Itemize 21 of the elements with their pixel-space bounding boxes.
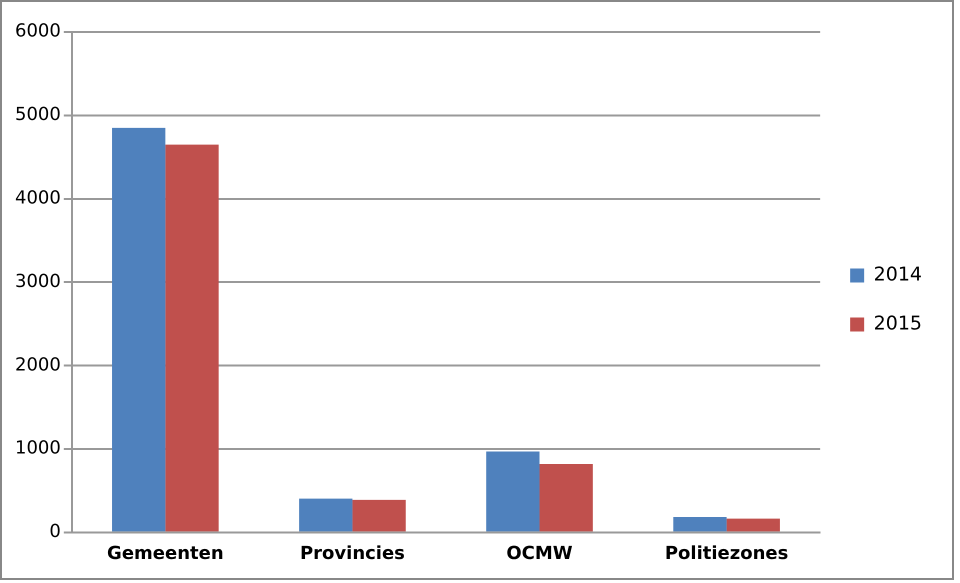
bar <box>352 500 406 532</box>
y-tick-label: 1000 <box>14 438 61 459</box>
bar <box>299 498 352 532</box>
bar <box>486 452 540 532</box>
x-tick-label: Gemeenten <box>107 542 224 564</box>
y-tick-label: 0 <box>49 521 61 542</box>
y-tick-label: 4000 <box>14 187 61 208</box>
x-tick-label: OCMW <box>506 542 573 564</box>
bar <box>673 516 727 532</box>
x-tick-label: Politiezones <box>664 542 788 564</box>
x-tick-label: Provincies <box>300 542 405 564</box>
legend-label: 2014 <box>874 263 922 286</box>
bar <box>540 464 593 532</box>
bar <box>165 144 219 532</box>
y-tick-label: 6000 <box>14 20 61 42</box>
y-tick-label: 3000 <box>14 270 61 292</box>
bar <box>112 128 166 532</box>
legend-label: 2015 <box>874 312 922 334</box>
bar <box>726 518 780 532</box>
y-tick-label: 5000 <box>14 104 61 126</box>
y-tick-label: 2000 <box>14 354 61 376</box>
